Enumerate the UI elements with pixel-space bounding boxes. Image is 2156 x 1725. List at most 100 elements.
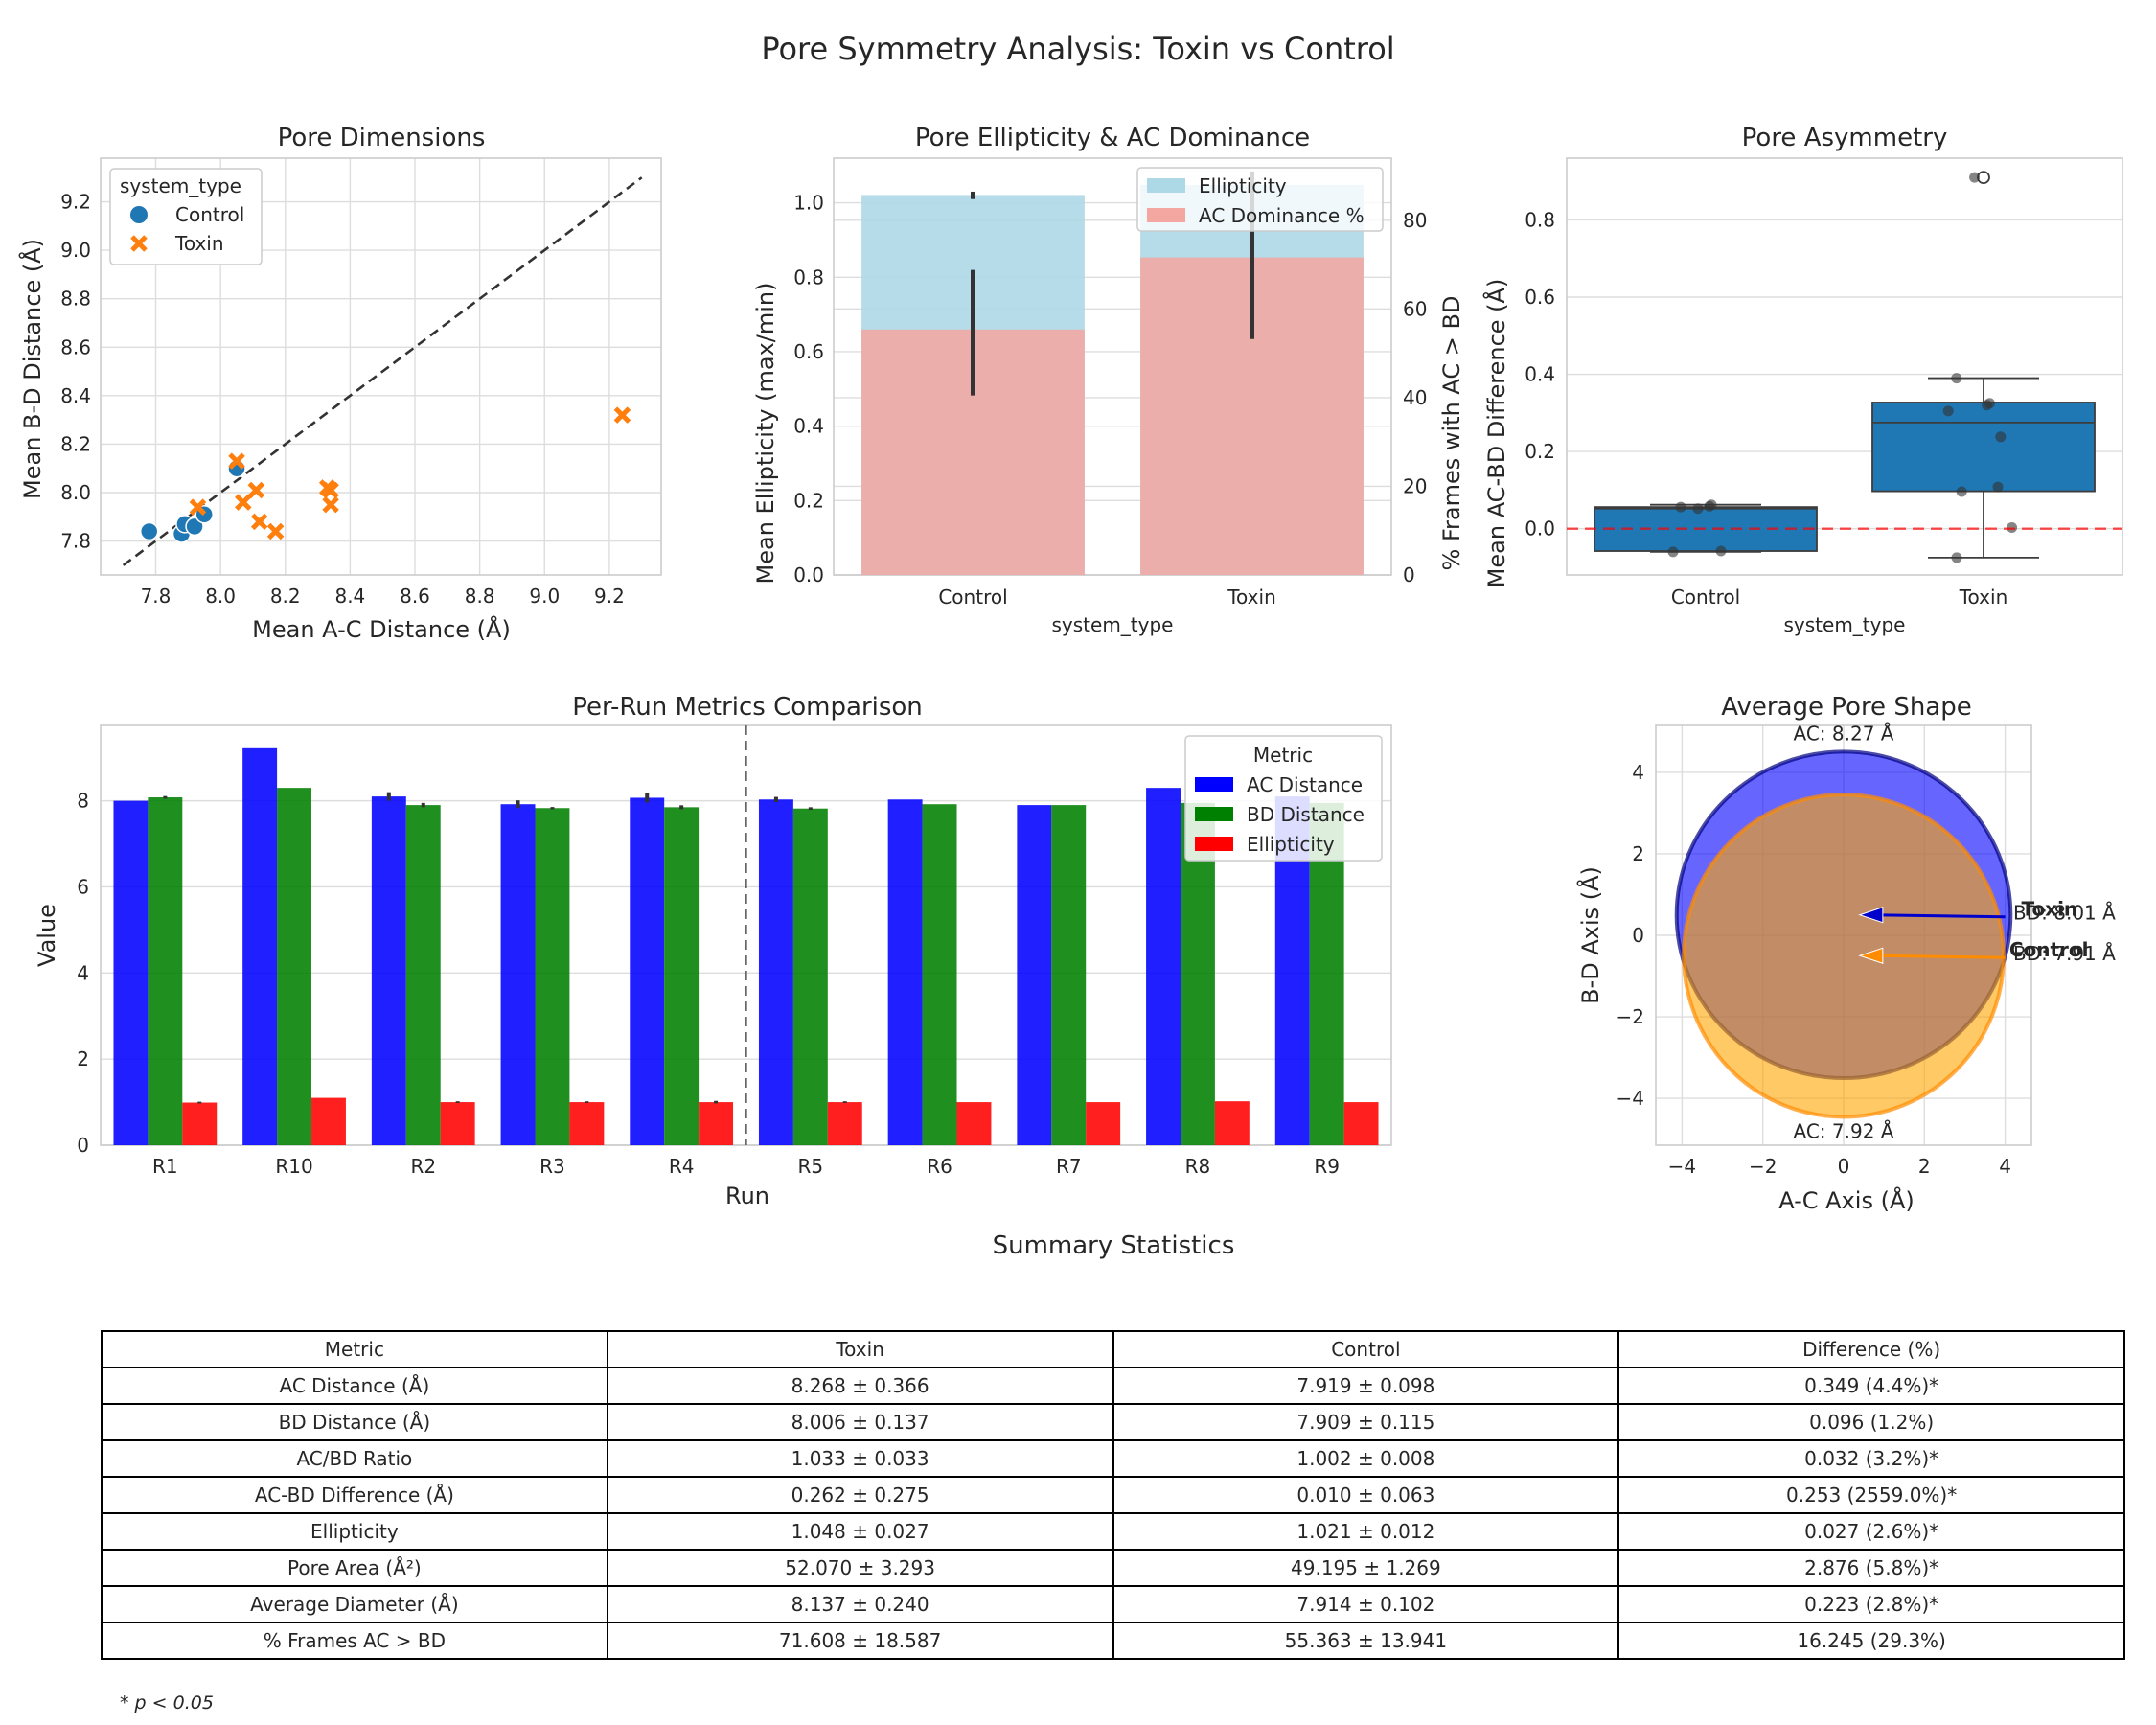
table-cell: AC-BD Difference (Å) <box>101 1476 608 1514</box>
average-pore-shape-xlabel: A-C Axis (Å) <box>1778 1186 1915 1214</box>
y-tick-label: 8.8 <box>60 288 91 310</box>
data-point <box>1992 481 2004 493</box>
table-row: Ellipticity 1.048 ± 0.027 1.021 ± 0.012 0.0… <box>101 1512 2125 1551</box>
toxin-arrow-shaft <box>1872 913 2006 919</box>
table-cell: Ellipticity <box>101 1512 608 1551</box>
table-row: BD Distance (Å) 8.006 ± 0.137 7.909 ± 0.11… <box>101 1403 2125 1441</box>
ellipticity-dominance-panel: Pore Ellipticity & AC Dominance system_t… <box>752 124 1465 636</box>
plot-frame <box>100 157 662 576</box>
y-tick-label: 4 <box>77 961 89 984</box>
table-row: % Frames AC > BD 71.608 ± 18.587 55.363 ± … <box>101 1622 2125 1660</box>
pore-asymmetry-title: Pore Asymmetry <box>1742 124 1948 152</box>
summary-statistics-title: Summary Statistics <box>993 1231 1235 1260</box>
control-bd-label: BD: 7.91 Å <box>2013 942 2116 965</box>
ac-distance-bar <box>500 804 536 1145</box>
ac-distance-bar <box>371 796 406 1145</box>
ellipticity-bar <box>699 1102 734 1145</box>
bd-distance-bar <box>664 807 700 1145</box>
y-tick-label: 0.6 <box>793 340 824 363</box>
data-point <box>1995 431 2007 443</box>
ac-distance-bar <box>887 799 923 1145</box>
legend-box <box>109 168 263 265</box>
legend-control-label: Control <box>175 203 244 226</box>
y-tick-label: 8.6 <box>60 335 91 358</box>
legend-ac-dominance-swatch <box>1147 208 1185 222</box>
table-cell: 0.032 (3.2%)* <box>1617 1439 2125 1478</box>
y-tick-label: 1.0 <box>793 192 824 215</box>
legend-label: BD Distance <box>1247 803 1365 826</box>
plot-frame <box>833 157 1392 576</box>
y2-tick-label: 80 <box>1403 209 1427 232</box>
x-tick-label: Control <box>938 586 1007 609</box>
table-row: Pore Area (Å²) 52.070 ± 3.293 49.195 ± 1.2… <box>101 1549 2125 1587</box>
x-tick-label: Toxin <box>1227 586 1276 609</box>
legend-label: AC Distance <box>1247 773 1363 796</box>
ac-distance-bar <box>113 800 149 1145</box>
ac-distance-bar <box>1146 788 1181 1145</box>
average-pore-shape-panel: Average Pore Shape A-C Axis (Å) B-D Axis… <box>1576 693 2116 1214</box>
x-tick-label: R3 <box>539 1155 565 1178</box>
toxin-point <box>322 495 339 514</box>
table-cell: 7.909 ± 0.115 <box>1112 1403 1620 1441</box>
control-arrow-label: Control <box>2009 938 2089 961</box>
control-arrow-shaft <box>1872 954 2006 959</box>
x-tick-label: 8.0 <box>205 585 236 608</box>
bd-distance-bar <box>922 804 957 1145</box>
table-cell: Average Diameter (Å) <box>101 1585 608 1623</box>
y-tick-label: 0 <box>77 1134 89 1157</box>
x-tick-label: R10 <box>275 1155 312 1178</box>
table-header-cell: Metric <box>101 1330 608 1368</box>
table-cell: 0.262 ± 0.275 <box>606 1476 1114 1514</box>
y-tick-label: 0.8 <box>793 265 824 288</box>
x-tick-label: R1 <box>152 1155 178 1178</box>
data-point <box>1956 486 1967 497</box>
x-tick-label: 7.8 <box>141 585 172 608</box>
y-tick-label: 9.0 <box>60 239 91 262</box>
pore-dimensions-xlabel: Mean A-C Distance (Å) <box>252 615 511 643</box>
x-tick-label: R2 <box>410 1155 436 1178</box>
legend-toxin-marker <box>130 235 148 252</box>
x-tick-label: 9.2 <box>594 585 625 608</box>
y-tick-label: 8.0 <box>60 481 91 504</box>
table-cell: BD Distance (Å) <box>101 1403 608 1441</box>
y-tick-label: 8.4 <box>60 384 91 407</box>
ellipticity-dominance-y2label: % Frames with AC > BD <box>1438 296 1465 571</box>
table-cell: 49.195 ± 1.269 <box>1112 1549 1620 1587</box>
data-point <box>1951 373 1962 384</box>
data-point <box>1969 172 1981 183</box>
toxin-point <box>228 452 245 470</box>
toxin-point <box>613 406 631 424</box>
table-cell: 8.268 ± 0.366 <box>606 1367 1114 1405</box>
x-tick-label: Control <box>1671 586 1740 609</box>
table-cell: 52.070 ± 3.293 <box>606 1549 1114 1587</box>
per-run-metrics-title: Per-Run Metrics Comparison <box>572 693 923 722</box>
pore-asymmetry-xlabel: system_type <box>1784 613 1906 636</box>
plot-frame <box>1655 724 2032 1146</box>
ellipticity-bar <box>827 1102 862 1145</box>
average-pore-shape-ylabel: B-D Axis (Å) <box>1576 866 1604 1004</box>
x-tick-label: R4 <box>669 1155 695 1178</box>
table-cell: 0.010 ± 0.063 <box>1112 1476 1620 1514</box>
table-cell: 8.137 ± 0.240 <box>606 1585 1114 1623</box>
y-tick-label: 8 <box>77 790 89 813</box>
bd-distance-bar <box>405 805 441 1145</box>
table-header-cell: Toxin <box>606 1330 1114 1368</box>
bd-distance-bar <box>535 808 570 1145</box>
y-tick-label: 0.4 <box>1525 363 1555 386</box>
x-tick-label: R7 <box>1056 1155 1082 1178</box>
ellipticity-bar <box>311 1097 346 1145</box>
toxin-point <box>235 494 252 511</box>
diagonal-reference-line <box>122 176 643 566</box>
table-cell: 1.033 ± 0.033 <box>606 1439 1114 1478</box>
table-footnote: * p < 0.05 <box>120 1692 214 1714</box>
y-tick-label: 0.8 <box>1525 208 1555 231</box>
bd-distance-bar <box>148 797 183 1145</box>
legend-ellipticity-swatch <box>1147 178 1185 193</box>
table-cell: 7.914 ± 0.102 <box>1112 1585 1620 1623</box>
ellipticity-bar <box>1086 1102 1121 1145</box>
legend-swatch <box>1195 777 1233 792</box>
y-tick-label: 8.2 <box>60 432 91 455</box>
per-run-metrics-xlabel: Run <box>725 1183 769 1209</box>
y-tick-label: 0 <box>1632 924 1644 947</box>
